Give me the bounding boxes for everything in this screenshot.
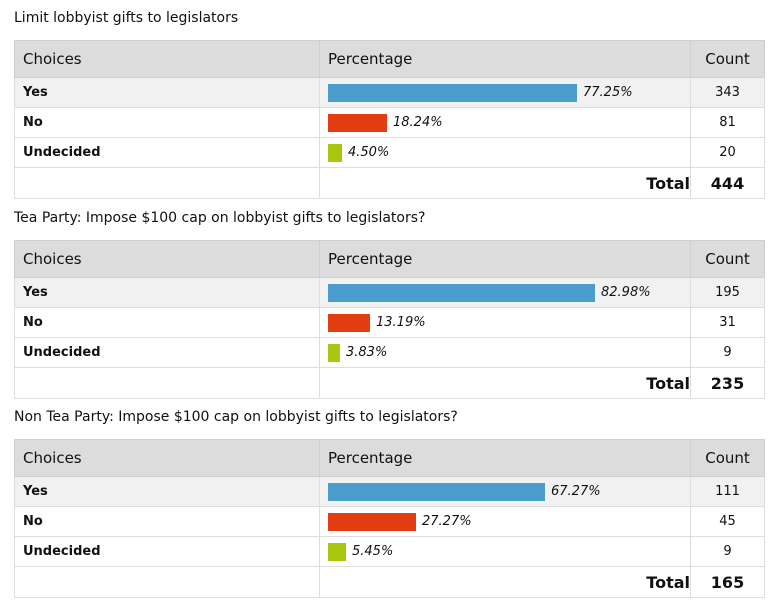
choice-label: Undecided	[14, 337, 320, 368]
bar-no	[328, 313, 370, 332]
poll-title: Limit lobbyist gifts to legislators	[14, 10, 239, 26]
percentage-label: 3.83%	[346, 345, 388, 360]
percentage-label: 27.27%	[422, 514, 472, 529]
table-row: No 18.24% 81	[14, 107, 765, 138]
count-value: 9	[690, 536, 765, 567]
choice-label: Undecided	[14, 536, 320, 567]
bar-no	[328, 512, 416, 531]
total-value: 235	[690, 367, 765, 399]
header-count: Count	[690, 40, 765, 78]
choice-label: No	[14, 107, 320, 138]
poll-title: Non Tea Party: Impose $100 cap on lobbyi…	[14, 409, 458, 425]
table-row: No 27.27% 45	[14, 506, 765, 537]
count-value: 9	[690, 337, 765, 368]
poll-2: Tea Party: Impose $100 cap on lobbyist g…	[14, 208, 765, 399]
choice-label: No	[14, 307, 320, 338]
total-value: 165	[690, 566, 765, 598]
total-row: Total 444	[14, 167, 765, 199]
choice-label: No	[14, 506, 320, 537]
total-row: Total 235	[14, 367, 765, 399]
header-row: Choices Percentage Count	[14, 240, 765, 278]
count-value: 81	[690, 107, 765, 138]
total-label: Total	[319, 367, 691, 399]
choice-label: Yes	[14, 476, 320, 507]
percentage-label: 4.50%	[348, 145, 390, 160]
bar-undecided	[328, 343, 340, 362]
header-choices: Choices	[14, 40, 320, 78]
total-label: Total	[319, 167, 691, 199]
table-row: Yes 67.27% 111	[14, 476, 765, 507]
table-row: Yes 77.25% 343	[14, 77, 765, 108]
total-label: Total	[319, 566, 691, 598]
results-table: Choices Percentage Count Yes 77.25% 343 …	[14, 40, 765, 199]
percentage-label: 77.25%	[583, 85, 633, 100]
percentage-label: 5.45%	[352, 544, 394, 559]
bar-yes	[328, 83, 577, 102]
poll-title: Tea Party: Impose $100 cap on lobbyist g…	[14, 210, 426, 226]
table-row: Undecided 5.45% 9	[14, 536, 765, 567]
count-value: 45	[690, 506, 765, 537]
bar-no	[328, 113, 387, 132]
count-value: 195	[690, 277, 765, 308]
bar-yes	[328, 283, 595, 302]
choice-label: Yes	[14, 77, 320, 108]
header-count: Count	[690, 240, 765, 278]
table-row: No 13.19% 31	[14, 307, 765, 338]
percentage-label: 82.98%	[601, 285, 651, 300]
total-value: 444	[690, 167, 765, 199]
count-value: 111	[690, 476, 765, 507]
header-choices: Choices	[14, 240, 320, 278]
results-table: Choices Percentage Count Yes 67.27% 111 …	[14, 439, 765, 598]
table-row: Undecided 4.50% 20	[14, 137, 765, 168]
header-percentage: Percentage	[319, 439, 691, 477]
header-choices: Choices	[14, 439, 320, 477]
count-value: 20	[690, 137, 765, 168]
count-value: 31	[690, 307, 765, 338]
header-row: Choices Percentage Count	[14, 40, 765, 78]
total-row: Total 165	[14, 566, 765, 598]
bar-undecided	[328, 542, 346, 561]
poll-3: Non Tea Party: Impose $100 cap on lobbyi…	[14, 407, 765, 598]
header-row: Choices Percentage Count	[14, 439, 765, 477]
header-percentage: Percentage	[319, 40, 691, 78]
table-row: Undecided 3.83% 9	[14, 337, 765, 368]
percentage-label: 13.19%	[376, 315, 426, 330]
bar-yes	[328, 482, 545, 501]
bar-undecided	[328, 143, 342, 162]
percentage-label: 18.24%	[393, 115, 443, 130]
choice-label: Undecided	[14, 137, 320, 168]
poll-1: Limit lobbyist gifts to legislators Choi…	[14, 8, 765, 199]
choice-label: Yes	[14, 277, 320, 308]
results-table: Choices Percentage Count Yes 82.98% 195 …	[14, 240, 765, 399]
header-percentage: Percentage	[319, 240, 691, 278]
header-count: Count	[690, 439, 765, 477]
table-row: Yes 82.98% 195	[14, 277, 765, 308]
count-value: 343	[690, 77, 765, 108]
percentage-label: 67.27%	[551, 484, 601, 499]
